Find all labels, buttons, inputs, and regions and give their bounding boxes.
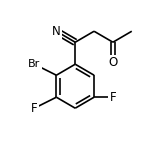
Text: F: F [110, 91, 116, 104]
Text: F: F [31, 102, 38, 115]
Text: O: O [108, 56, 117, 69]
Text: N: N [52, 25, 61, 38]
Text: Br: Br [28, 59, 40, 69]
